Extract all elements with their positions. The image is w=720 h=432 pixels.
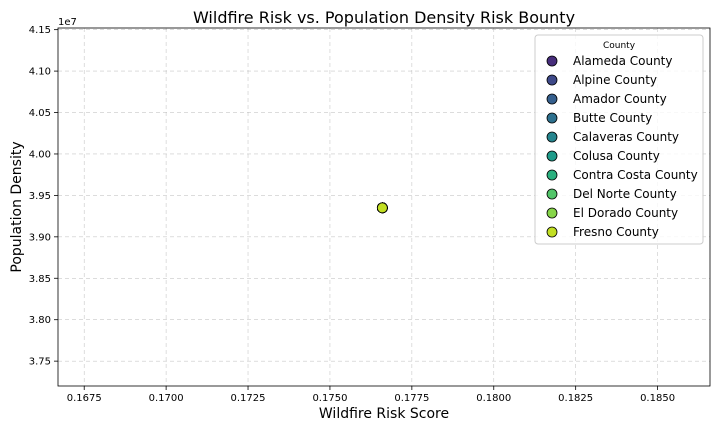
legend-item: Contra Costa County — [546, 168, 698, 182]
legend-label: Amador County — [573, 92, 667, 106]
legend-item: Alpine County — [546, 73, 657, 87]
legend-label: Colusa County — [573, 149, 660, 163]
legend-items: Alameda County Alpine County Amador County… — [546, 54, 698, 239]
legend-marker — [546, 74, 558, 86]
y-tick-label: 3.75 — [29, 357, 51, 368]
x-tick-label: 0.1775 — [394, 393, 429, 404]
x-axis-label: Wildfire Risk Score — [319, 406, 449, 422]
legend-marker — [546, 226, 558, 238]
legend-marker — [546, 169, 558, 181]
y-tick-label: 3.85 — [29, 274, 51, 285]
legend-box — [534, 34, 704, 245]
axis-ticks: 0.1675 0.1700 0.1725 0.1750 0.1775 0.1800 0.18… — [29, 25, 675, 404]
x-tick-label: 0.1800 — [476, 393, 511, 404]
legend-marker — [546, 131, 558, 143]
y-tick-label: 3.95 — [29, 191, 51, 202]
grid — [58, 28, 710, 386]
legend-label: Del Norte County — [573, 187, 677, 201]
legend-item: Amador County — [546, 92, 667, 106]
y-axis-label: Population Density — [9, 141, 25, 272]
legend-marker — [546, 188, 558, 200]
legend-label: Fresno County — [573, 225, 659, 239]
y-tick-label: 3.80 — [29, 315, 51, 326]
x-tick-label: 0.1675 — [67, 393, 102, 404]
y-tick-label: 3.90 — [29, 232, 51, 243]
chart-title: Wildfire Risk vs. Population Density Ris… — [193, 8, 575, 27]
y-offset-label: 1e7 — [58, 17, 77, 28]
legend-item: Calaveras County — [546, 130, 679, 144]
data-points — [376, 202, 388, 214]
legend-label: Alpine County — [573, 73, 657, 87]
legend-marker — [546, 112, 558, 124]
legend-label: Contra Costa County — [573, 168, 698, 182]
x-tick-label: 0.1850 — [640, 393, 675, 404]
legend-marker — [546, 93, 558, 105]
legend-label: Alameda County — [573, 54, 673, 68]
legend-item: El Dorado County — [546, 206, 678, 220]
legend: County Alameda County Alpine County Amador… — [534, 34, 704, 245]
legend-item: Alameda County — [546, 54, 673, 68]
y-tick-label: 4.05 — [29, 108, 51, 119]
x-tick-label: 0.1825 — [558, 393, 593, 404]
plot-frame — [57, 27, 711, 387]
legend-item: Butte County — [546, 111, 652, 125]
legend-label: El Dorado County — [573, 206, 678, 220]
y-tick-label: 4.10 — [29, 67, 51, 78]
legend-title: County — [603, 41, 636, 51]
legend-item: Colusa County — [546, 149, 660, 163]
legend-item: Del Norte County — [546, 187, 677, 201]
y-tick-label: 4.00 — [29, 149, 51, 160]
legend-marker — [546, 55, 558, 67]
legend-label: Calaveras County — [573, 130, 679, 144]
legend-item: Fresno County — [546, 225, 659, 239]
y-tick-label: 4.15 — [29, 25, 51, 36]
legend-marker — [546, 207, 558, 219]
legend-label: Butte County — [573, 111, 652, 125]
x-tick-label: 0.1725 — [231, 393, 266, 404]
x-tick-label: 0.1750 — [312, 393, 347, 404]
x-tick-label: 0.1700 — [149, 393, 184, 404]
data-point — [376, 202, 388, 214]
legend-marker — [546, 150, 558, 162]
